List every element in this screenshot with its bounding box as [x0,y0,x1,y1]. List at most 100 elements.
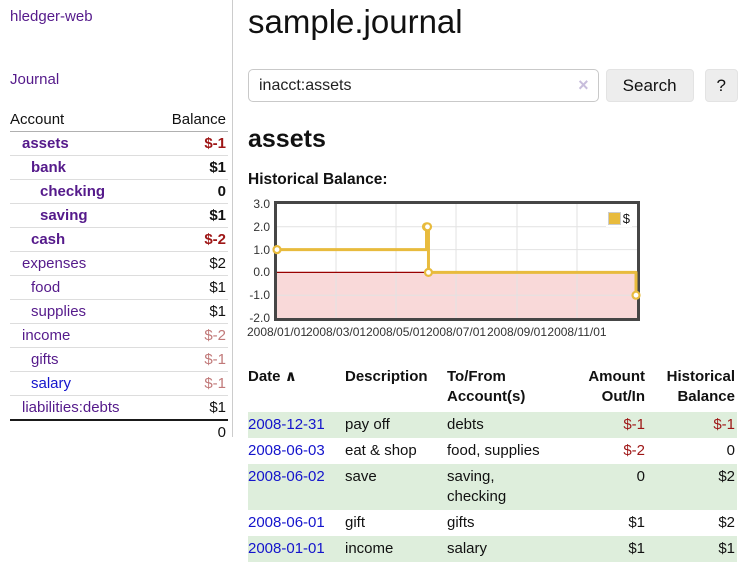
clear-search-icon[interactable]: × [578,75,589,95]
transaction-balance: $1 [718,540,735,557]
legend-label: $ [622,211,630,226]
x-axis-tick-label: 2008/07/01 [425,325,487,339]
sort-asc-icon: ∧ [284,368,297,385]
page-title: sample.journal [248,3,463,40]
transaction-date-link[interactable]: 2008-06-02 [248,468,325,485]
account-row: income $-2 [10,323,228,348]
account-balance: $1 [154,395,228,421]
y-axis-tick-label: -1.0 [249,288,270,303]
register-row: 2008-01-01 income salary $1 $1 [248,536,737,562]
account-balance: $1 [154,155,228,180]
account-link-assets[interactable]: assets [22,135,69,152]
transaction-description: gift [345,514,366,531]
sidebar: hledger-web Journal Account Balance asse… [0,0,233,444]
account-row: cash $-2 [10,227,228,252]
chart-legend: $ [605,210,632,227]
x-axis-tick-label: 2008/05/01 [365,325,427,339]
register-table: Date ∧ Description To/From Account(s) Am… [248,364,737,562]
account-link-supplies[interactable]: supplies [31,303,87,320]
transaction-date-link[interactable]: 2008-01-01 [248,540,325,557]
account-link-checking[interactable]: checking [40,183,106,200]
register-header-description: Description [345,368,428,385]
account-link-gifts[interactable]: gifts [31,351,59,368]
y-axis-tick-label: 2.0 [253,219,270,234]
x-axis-tick-label: 2008/11/01 [547,325,607,339]
accounts-header-balance: Balance [154,108,228,132]
account-balance: $1 [154,299,228,324]
account-balance: $-2 [154,227,228,252]
transaction-date-link[interactable]: 2008-06-01 [248,514,325,531]
transaction-accounts: debts [447,416,484,433]
y-axis-tick-label: 3.0 [253,197,270,211]
account-row: saving $1 [10,203,228,228]
x-axis-tick-label: 2008/09/01 [486,325,548,339]
account-balance: $1 [154,275,228,300]
historical-balance-chart: 3.0 2.0 1.0 0.0 -1.0 -2.0 $ 2008/01/01 2008/03… [246,197,641,343]
account-row: checking 0 [10,179,228,204]
register-row: 2008-12-31 pay off debts $-1 $-1 [248,412,737,438]
transaction-description: save [345,468,377,485]
account-link-expenses[interactable]: expenses [22,255,87,272]
register-row: 2008-06-01 gift gifts $1 $2 [248,510,737,536]
account-link-liabilities-debts[interactable]: liabilities:debts [22,399,120,416]
register-row: 2008-06-02 save saving, checking 0 $2 [248,464,737,510]
x-axis-tick-label: 2008/03/01 [305,325,367,339]
account-row: liabilities:debts $1 [10,395,228,421]
account-link-saving[interactable]: saving [40,207,88,224]
transaction-amount: 0 [636,468,645,485]
transaction-accounts: salary [447,540,488,557]
y-axis-tick-label: 0.0 [253,265,270,280]
accounts-total-row: 0 [10,419,228,444]
account-balance: 0 [154,179,228,204]
search-bar: × Search ? [248,69,738,102]
y-axis-tick-label: -2.0 [249,311,270,325]
chart-canvas [272,204,641,318]
transaction-amount: $-2 [623,442,645,459]
chart-plot-area: $ [272,201,641,321]
account-row: food $1 [10,275,228,300]
help-button[interactable]: ? [704,69,738,102]
main-content: sample.journal × Search ? assets Histori… [246,0,738,562]
account-balance: $1 [154,203,228,228]
account-link-salary[interactable]: salary [31,375,72,392]
transaction-balance: $2 [718,468,735,485]
account-balance: $-1 [154,371,228,396]
account-row: gifts $-1 [10,347,228,372]
register-header-balance: Historical Balance [666,368,735,405]
chart-title: Historical Balance: [248,171,388,188]
register-header-date[interactable]: Date ∧ [248,368,297,385]
transaction-amount: $1 [628,540,645,557]
transaction-accounts: food, supplies [447,442,540,459]
account-row: salary $-1 [10,371,228,396]
account-link-income[interactable]: income [22,327,71,344]
account-heading: assets [248,125,326,153]
account-row: bank $1 [10,155,228,180]
transaction-accounts: gifts [447,514,475,531]
transaction-balance: 0 [726,442,735,459]
account-balance: $-1 [154,347,228,372]
register-header-amount: Amount Out/In [588,368,645,405]
transaction-description: pay off [345,416,390,433]
search-input[interactable] [248,69,599,102]
transaction-amount: $-1 [623,416,645,433]
account-balance: $-2 [154,323,228,348]
account-row: expenses $2 [10,251,228,276]
x-axis-tick-label: 2008/01/01 [246,325,308,339]
search-button[interactable]: Search [605,69,694,102]
sidebar-item-journal[interactable]: Journal [10,71,60,88]
account-row: assets $-1 [10,131,228,156]
transaction-date-link[interactable]: 2008-12-31 [248,416,325,433]
transaction-balance: $2 [718,514,735,531]
transaction-amount: $1 [628,514,645,531]
account-link-food[interactable]: food [31,279,61,296]
y-axis-tick-label: 1.0 [253,242,270,257]
app-title-link[interactable]: hledger-web [10,8,93,25]
register-row: 2008-06-03 eat & shop food, supplies $-2 0 [248,438,737,464]
transaction-accounts: saving, checking [447,468,507,505]
account-link-cash[interactable]: cash [31,231,66,248]
account-link-bank[interactable]: bank [31,159,67,176]
accounts-header-account: Account [10,108,155,132]
transaction-date-link[interactable]: 2008-06-03 [248,442,325,459]
account-balance: $2 [154,251,228,276]
account-row: supplies $1 [10,299,228,324]
